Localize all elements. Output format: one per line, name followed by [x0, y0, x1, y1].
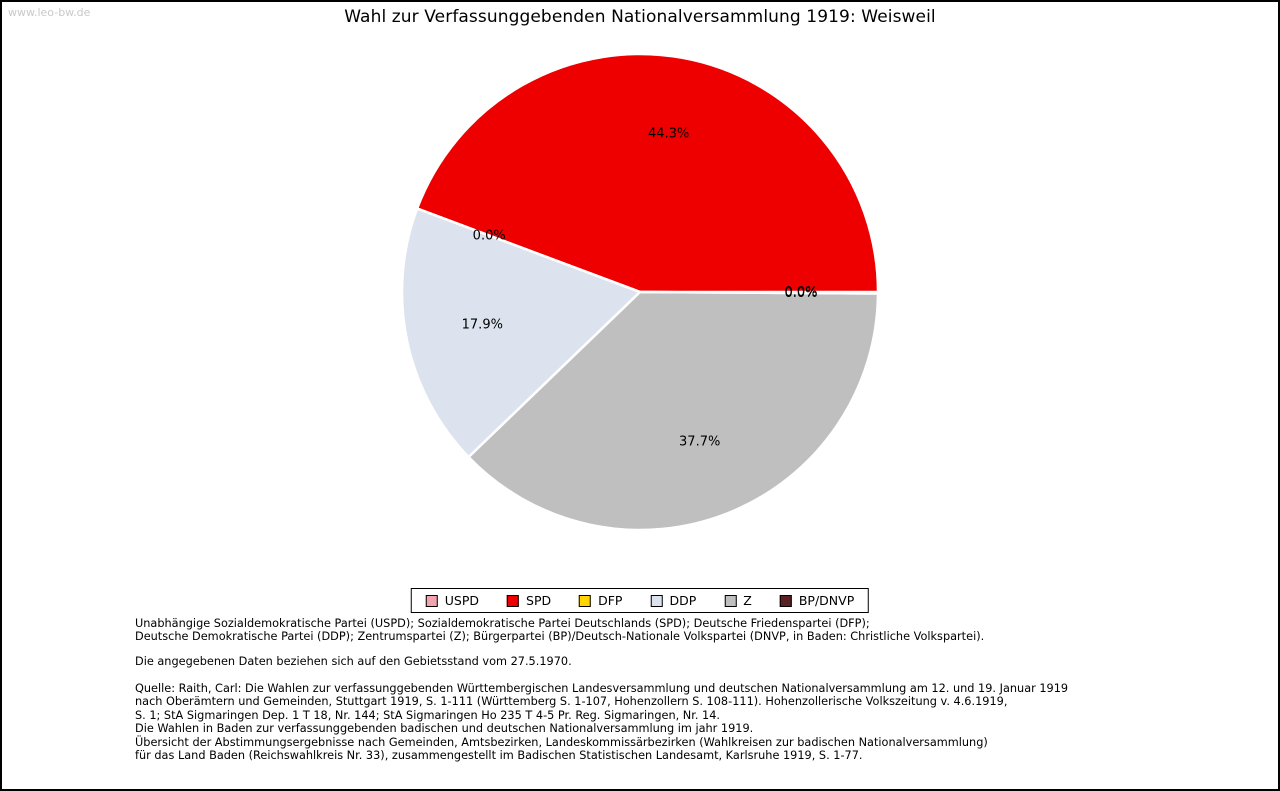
- legend-item-z: Z: [724, 593, 752, 608]
- legend-label-ddp: DDP: [669, 593, 697, 608]
- source-line-5: Übersicht der Abstimmungsergebnisse nach…: [135, 735, 988, 749]
- chart-title: Wahl zur Verfassunggebenden Nationalvers…: [344, 7, 936, 27]
- pie-slice-label-dfp: 0.0%: [473, 229, 506, 244]
- legend-label-dfp: DFP: [598, 593, 623, 608]
- legend-label-z: Z: [743, 593, 752, 608]
- pie-slice-spd: [415, 52, 880, 294]
- legend-item-ddp: DDP: [650, 593, 696, 608]
- pie-slice-label-uspd: 0.0%: [784, 285, 817, 300]
- source-line-1: Quelle: Raith, Carl: Die Wahlen zur verf…: [135, 682, 1069, 695]
- legend-item-dfp: DFP: [579, 593, 622, 608]
- legend-swatch-bp-dnvp: [779, 594, 792, 607]
- party-abbreviations: Unabhängige Sozialdemokratische Partei (…: [135, 617, 1248, 644]
- legend-label-spd: SPD: [526, 593, 552, 608]
- source-line-3: S. 1; StA Sigmaringen Dep. 1 T 18, Nr. 1…: [135, 708, 720, 722]
- pie-slice-label-bp-dnvp: 0.0%: [784, 286, 817, 301]
- pie-slice-label-z: 37.7%: [679, 435, 720, 450]
- source-line-6: für das Land Baden (Reichswahlkreis Nr. …: [135, 749, 863, 763]
- legend-swatch-ddp: [650, 594, 663, 607]
- pie-slice-label-spd: 44.3%: [648, 127, 689, 142]
- legend-label-uspd: USPD: [444, 593, 480, 608]
- legend-item-spd: SPD: [507, 593, 551, 608]
- data-status-note: Die angegebenen Daten beziehen sich auf …: [135, 655, 572, 668]
- source-line-4: Die Wahlen in Baden zur verfassunggebend…: [135, 722, 754, 736]
- legend-item-bp-dnvp: BP/DNVP: [779, 593, 855, 608]
- source-line-2: nach Oberämtern und Gemeinden, Stuttgart…: [135, 695, 1008, 709]
- pie-slice-z: [467, 290, 880, 532]
- legend-swatch-spd: [507, 594, 520, 607]
- watermark: www.leo-bw.de: [8, 6, 91, 19]
- pie-slice-bp-dnvp: [638, 290, 880, 295]
- legend-swatch-dfp: [579, 594, 592, 607]
- pie-slice-label-ddp: 17.9%: [462, 318, 503, 333]
- legend-swatch-z: [724, 594, 737, 607]
- legend-swatch-uspd: [425, 594, 438, 607]
- legend-item-uspd: USPD: [425, 593, 480, 608]
- legend-label-bp-dnvp: BP/DNVP: [798, 593, 855, 608]
- source-citation: Quelle: Raith, Carl: Die Wahlen zur verf…: [135, 682, 1248, 762]
- party-abbrev-line-2: Deutsche Demokratische Partei (DDP); Zen…: [135, 630, 985, 644]
- pie-slice-ddp: [400, 207, 642, 459]
- party-abbrev-line-1: Unabhängige Sozialdemokratische Partei (…: [135, 617, 870, 630]
- chart-legend: USPD SPD DFP DDP Z BP/DNVP: [410, 588, 870, 613]
